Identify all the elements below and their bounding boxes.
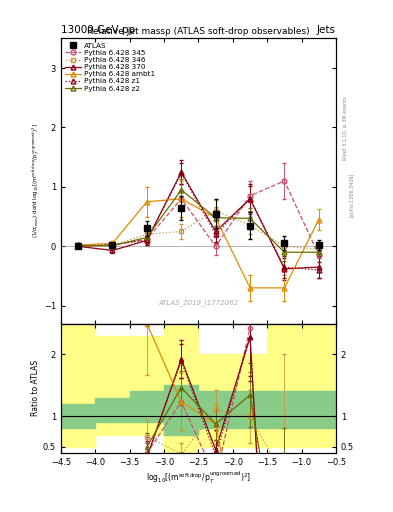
Text: ATLAS_2019_I1772062: ATLAS_2019_I1772062 bbox=[158, 300, 239, 306]
Text: [arXiv:1306.3436]: [arXiv:1306.3436] bbox=[349, 173, 354, 217]
Text: Jets: Jets bbox=[317, 25, 336, 35]
Y-axis label: $(1/\sigma_{\rm resm})$ d$\sigma$/d log$_{10}$[(m$^{\rm soft\,drop}$/p$_T^{\rm u: $(1/\sigma_{\rm resm})$ d$\sigma$/d log$… bbox=[31, 123, 42, 239]
Title: Relative jet massρ (ATLAS soft-drop observables): Relative jet massρ (ATLAS soft-drop obse… bbox=[87, 27, 310, 36]
Y-axis label: Ratio to ATLAS: Ratio to ATLAS bbox=[31, 360, 40, 416]
Text: Rivet 3.1.10, ≥ 3M events: Rivet 3.1.10, ≥ 3M events bbox=[343, 96, 348, 160]
Text: 13000 GeV pp: 13000 GeV pp bbox=[61, 25, 135, 35]
Legend: ATLAS, Pythia 6.428 345, Pythia 6.428 346, Pythia 6.428 370, Pythia 6.428 ambt1,: ATLAS, Pythia 6.428 345, Pythia 6.428 34… bbox=[64, 41, 156, 93]
X-axis label: log$_{10}$[(m$^{\rm soft\,drop}$/p$_T^{\rm ungroomed})^2$]: log$_{10}$[(m$^{\rm soft\,drop}$/p$_T^{\… bbox=[146, 470, 251, 486]
